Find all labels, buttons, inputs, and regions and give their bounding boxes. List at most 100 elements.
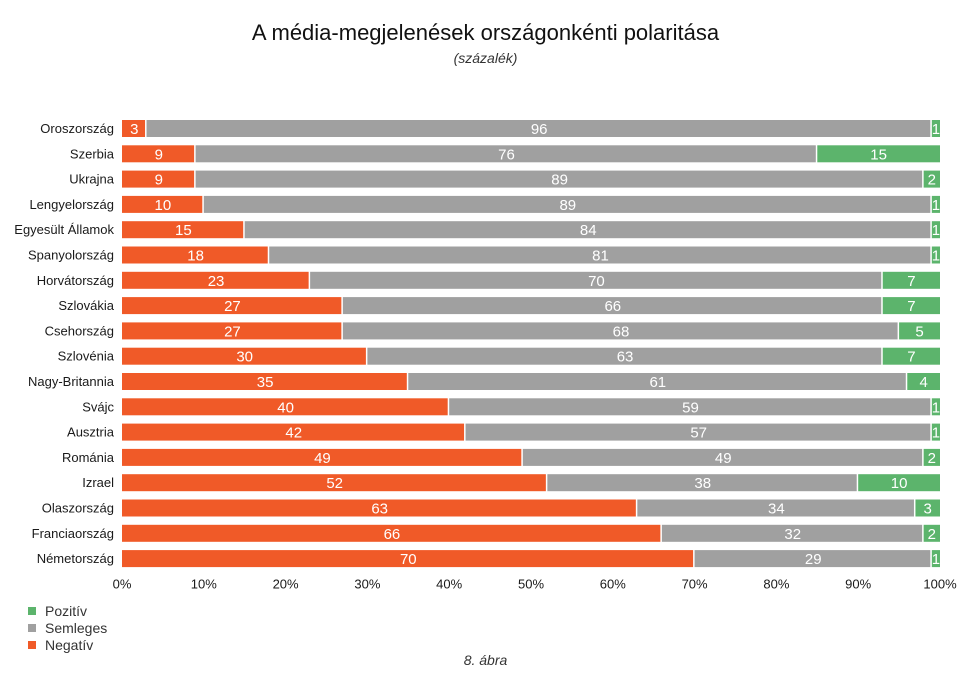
- value-label-semleges-svajc: 59: [682, 399, 699, 416]
- value-label-semleges-horvatorszag: 70: [588, 273, 605, 290]
- x-tick-label: 40%: [436, 576, 462, 591]
- value-label-semleges-ukrajna: 89: [551, 172, 568, 189]
- value-label-semleges-franciaorszag: 32: [784, 526, 801, 543]
- figure-caption: 8. ábra: [463, 652, 508, 668]
- x-tick-label: 0%: [113, 576, 132, 591]
- bar-pozitiv-spanyolorszag: [931, 246, 940, 264]
- value-label-negativ-lengyelorszag: 10: [155, 197, 172, 214]
- bar-negativ-franciaorszag: [122, 524, 661, 542]
- value-label-pozitiv-egyesult-allamok: 1: [932, 222, 940, 239]
- value-label-pozitiv-ukrajna: 2: [928, 172, 936, 189]
- value-label-pozitiv-lengyelorszag: 1: [932, 197, 940, 214]
- category-label-szerbia: Szerbia: [70, 146, 115, 161]
- bar-negativ-nagy-britannia: [122, 373, 407, 390]
- bar-negativ-lengyelorszag: [122, 195, 203, 213]
- bar-semleges-ukrajna: [195, 170, 923, 188]
- legend-label-positive: Pozitív: [45, 602, 88, 619]
- value-label-negativ-svajc: 40: [277, 399, 294, 416]
- bar-pozitiv-szlovenia: [882, 347, 940, 365]
- value-label-negativ-horvatorszag: 23: [208, 273, 225, 290]
- bar-pozitiv-nemetorszag: [931, 550, 940, 568]
- value-label-negativ-szerbia: 9: [155, 146, 163, 163]
- legend-swatch-neutral: [28, 623, 36, 632]
- bar-semleges-nemetorszag: [694, 550, 931, 568]
- value-label-pozitiv-ausztria: 1: [932, 425, 940, 442]
- value-label-semleges-szlovenia: 63: [617, 349, 634, 366]
- category-label-lengyelorszag: Lengyelország: [29, 197, 114, 212]
- bar-negativ-spanyolorszag: [122, 246, 268, 264]
- value-label-semleges-szerbia: 76: [498, 146, 515, 163]
- legend-swatch-positive: [28, 606, 36, 615]
- category-label-olaszorszag: Olaszország: [42, 501, 114, 516]
- value-label-negativ-szlovenia: 30: [236, 349, 253, 366]
- x-tick-label: 80%: [763, 576, 789, 591]
- bar-pozitiv-ukrajna: [923, 170, 940, 188]
- legend-label-negative: Negatív: [45, 636, 94, 653]
- bar-pozitiv-svajc: [931, 398, 940, 416]
- value-label-semleges-egyesult-allamok: 84: [580, 222, 597, 239]
- value-label-negativ-csehorszag: 27: [224, 323, 241, 340]
- bar-semleges-szlovakia: [342, 297, 882, 315]
- category-label-csehorszag: Csehország: [45, 323, 114, 338]
- category-label-oroszorszag: Oroszország: [40, 121, 114, 136]
- bar-pozitiv-szlovakia: [882, 297, 940, 315]
- bar-pozitiv-oroszorszag: [931, 120, 940, 137]
- bar-pozitiv-csehorszag: [899, 322, 940, 340]
- bar-negativ-ukrajna: [122, 170, 195, 188]
- bar-semleges-horvatorszag: [310, 271, 882, 289]
- bar-pozitiv-lengyelorszag: [931, 195, 940, 213]
- value-label-semleges-romania: 49: [715, 450, 732, 467]
- legend-label-neutral: Semleges: [45, 619, 108, 636]
- bar-semleges-szerbia: [195, 145, 816, 163]
- value-label-semleges-nemetorszag: 29: [805, 551, 822, 568]
- value-label-pozitiv-oroszorszag: 1: [932, 121, 940, 138]
- value-label-negativ-ukrajna: 9: [155, 172, 163, 189]
- value-label-semleges-lengyelorszag: 89: [559, 197, 576, 214]
- value-label-negativ-nemetorszag: 70: [400, 551, 417, 568]
- bar-negativ-egyesult-allamok: [122, 221, 244, 239]
- bar-pozitiv-franciaorszag: [923, 524, 940, 542]
- value-label-semleges-szlovakia: 66: [604, 298, 621, 315]
- x-tick-label: 30%: [354, 576, 380, 591]
- value-label-negativ-szlovakia: 27: [224, 298, 241, 315]
- category-label-szlovenia: Szlovénia: [58, 349, 115, 364]
- value-label-negativ-olaszorszag: 63: [371, 501, 388, 518]
- value-label-semleges-csehorszag: 68: [613, 323, 630, 340]
- category-label-franciaorszag: Franciaország: [32, 526, 114, 541]
- bar-semleges-svajc: [449, 398, 931, 416]
- legend: Pozitív Semleges Negatív: [28, 602, 107, 653]
- value-label-pozitiv-szerbia: 15: [870, 146, 887, 163]
- bar-pozitiv-romania: [923, 448, 940, 466]
- bar-semleges-oroszorszag: [146, 120, 931, 137]
- x-tick-label: 50%: [518, 576, 544, 591]
- value-label-semleges-izrael: 38: [694, 475, 711, 492]
- bar-negativ-csehorszag: [122, 322, 342, 340]
- category-label-romania: Románia: [62, 450, 115, 465]
- value-label-negativ-spanyolorszag: 18: [187, 248, 204, 265]
- x-tick-label: 90%: [845, 576, 871, 591]
- category-label-ukrajna: Ukrajna: [69, 172, 115, 187]
- value-label-semleges-olaszorszag: 34: [768, 501, 785, 518]
- bar-pozitiv-olaszorszag: [915, 499, 940, 517]
- value-label-pozitiv-spanyolorszag: 1: [932, 248, 940, 265]
- bar-semleges-csehorszag: [342, 322, 898, 340]
- category-label-szlovakia: Szlovákia: [58, 298, 114, 313]
- bar-semleges-izrael: [547, 474, 857, 492]
- value-label-pozitiv-izrael: 10: [891, 475, 908, 492]
- bar-semleges-ausztria: [465, 423, 931, 441]
- value-label-negativ-ausztria: 42: [285, 425, 302, 442]
- bar-semleges-olaszorszag: [637, 499, 914, 517]
- value-label-pozitiv-szlovenia: 7: [907, 349, 915, 366]
- legend-item-positive: Pozitív: [28, 602, 107, 619]
- value-label-pozitiv-horvatorszag: 7: [907, 273, 915, 290]
- bar-negativ-nemetorszag: [122, 550, 694, 568]
- category-label-nemetorszag: Németország: [37, 551, 114, 566]
- legend-item-negative: Negatív: [28, 636, 107, 653]
- bar-negativ-szlovakia: [122, 297, 342, 315]
- category-label-izrael: Izrael: [82, 475, 114, 490]
- category-label-spanyolorszag: Spanyolország: [28, 248, 114, 263]
- bar-negativ-romania: [122, 448, 522, 466]
- bar-semleges-romania: [522, 448, 923, 466]
- bar-negativ-ausztria: [122, 423, 465, 441]
